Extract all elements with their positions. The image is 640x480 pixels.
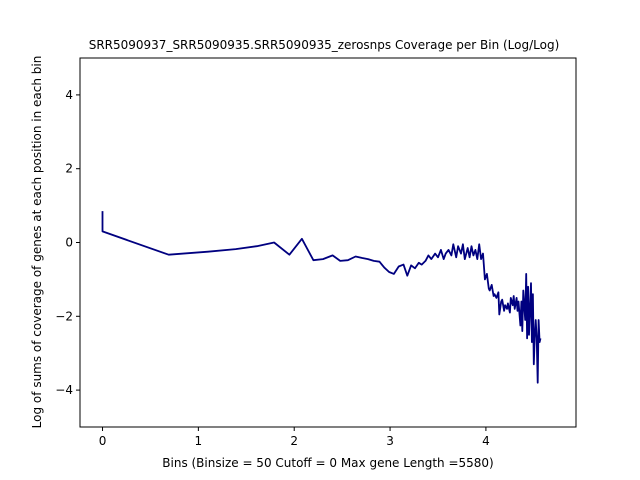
y-tick-label: 0 — [65, 236, 73, 250]
x-tick-label: 2 — [290, 434, 298, 448]
y-axis-label: Log of sums of coverage of genes at each… — [30, 56, 44, 429]
y-tick-label: 4 — [65, 88, 73, 102]
plot-frame — [79, 57, 577, 428]
chart-title: SRR5090937_SRR5090935.SRR5090935_zerosnp… — [89, 38, 560, 52]
y-axis-ticks: −4 −2 0 2 4 — [55, 88, 80, 397]
y-tick-label: −2 — [55, 309, 73, 323]
x-tick-label: 4 — [482, 434, 490, 448]
x-tick-label: 0 — [99, 434, 107, 448]
x-axis-ticks: 0 1 2 3 4 — [99, 427, 490, 448]
x-axis-label: Bins (Binsize = 50 Cutoff = 0 Max gene L… — [162, 456, 493, 470]
x-tick-label: 3 — [386, 434, 394, 448]
y-tick-label: 2 — [65, 162, 73, 176]
coverage-series-line — [101, 211, 542, 384]
y-tick-label: −4 — [55, 383, 73, 397]
x-tick-label: 1 — [195, 434, 203, 448]
